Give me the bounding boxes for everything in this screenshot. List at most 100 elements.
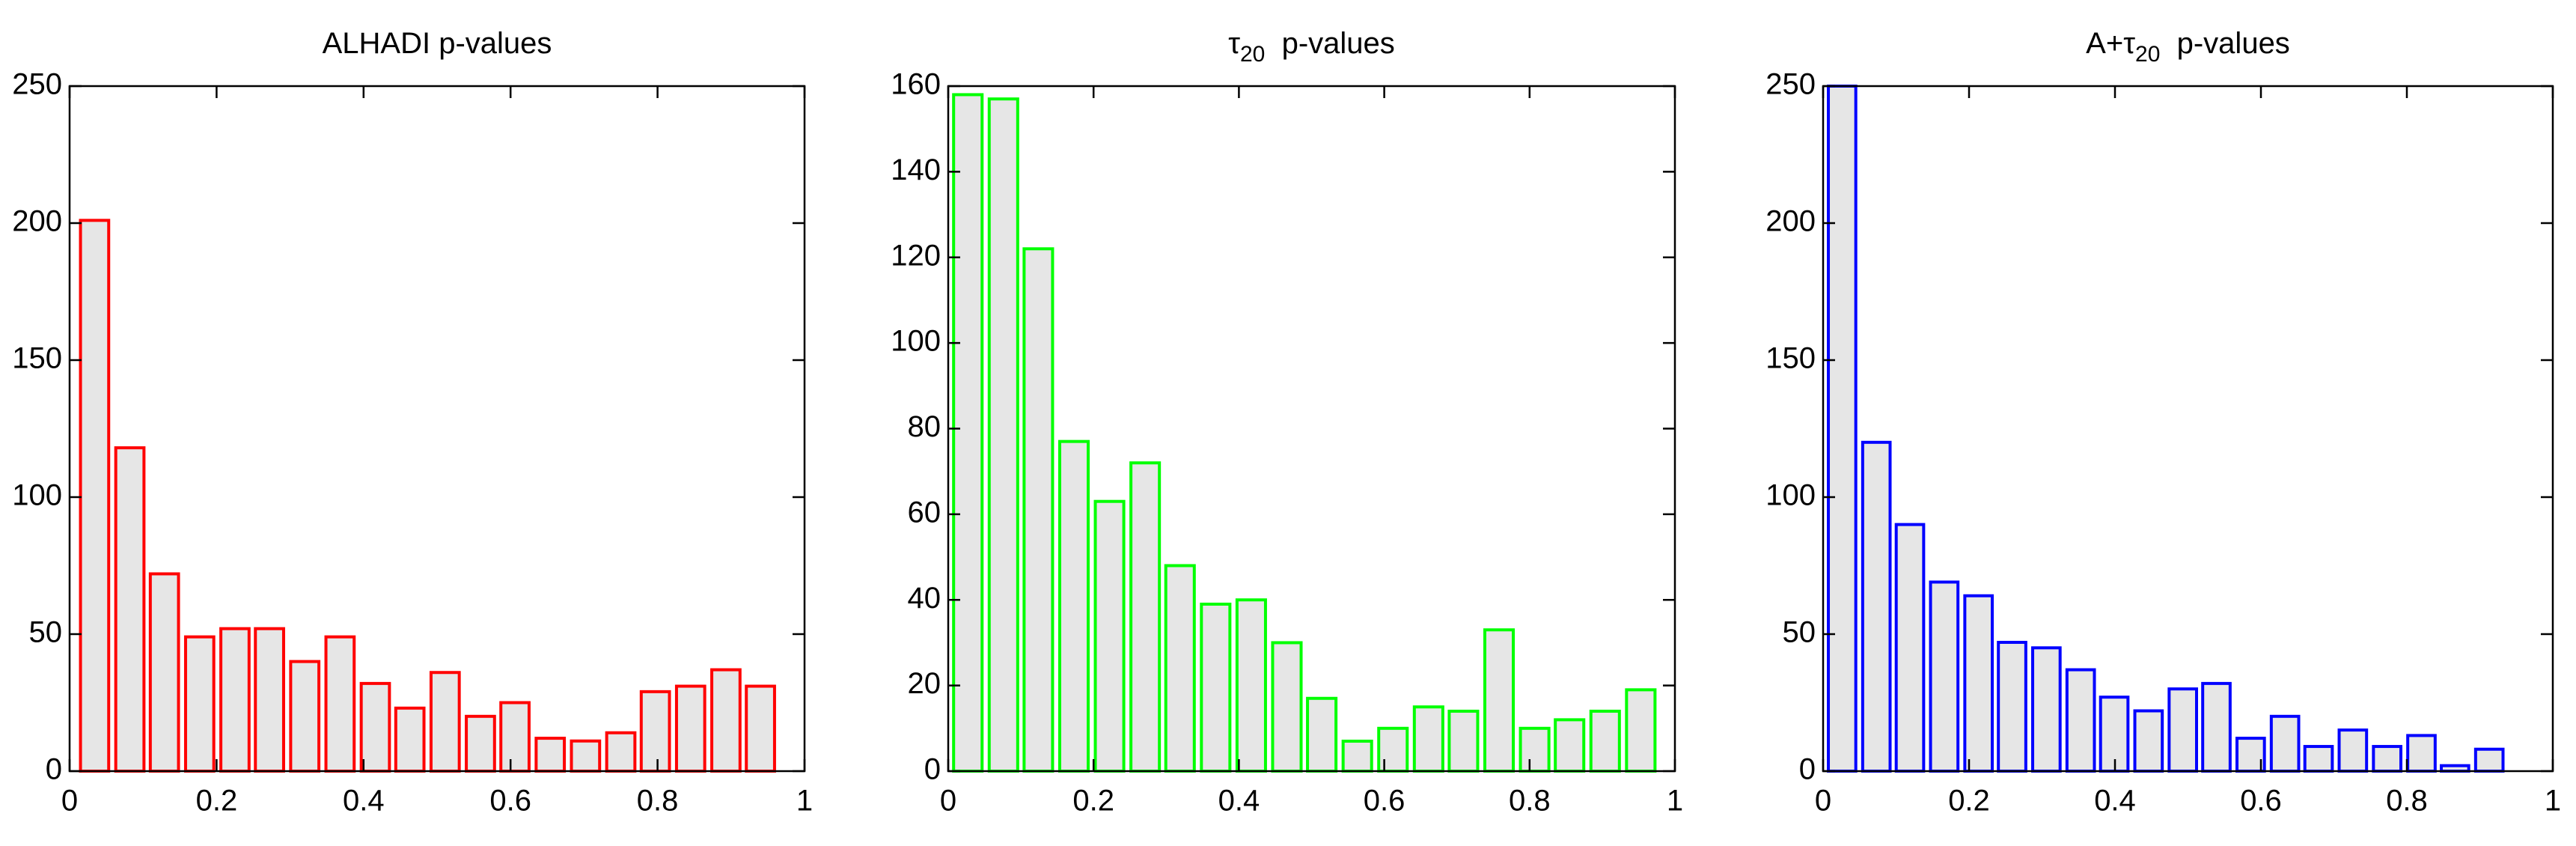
x-tick-label: 1 <box>2545 785 2561 818</box>
title-part: τ <box>1228 27 1240 60</box>
bar <box>534 737 567 773</box>
bar <box>2303 745 2334 773</box>
y-tick-label: 150 <box>12 342 62 375</box>
bar <box>324 635 356 773</box>
x-tick-label: 0.4 <box>1218 785 1260 818</box>
bar <box>987 97 1019 773</box>
bar <box>639 690 671 773</box>
bar <box>605 731 637 773</box>
bar <box>359 681 391 773</box>
bar <box>114 446 146 773</box>
bar <box>2406 734 2437 773</box>
x-tick-label: 0.2 <box>196 785 238 818</box>
bar <box>1341 739 1373 773</box>
x-tick-label: 1 <box>796 785 813 818</box>
y-tick-label: 50 <box>29 616 63 649</box>
chart-title: ALHADI p-values <box>323 27 552 60</box>
bar <box>570 739 602 773</box>
x-tick-label: 0.8 <box>637 785 679 818</box>
bar <box>952 93 984 773</box>
y-tick-label: 200 <box>1765 205 1816 238</box>
y-tick-label: 100 <box>891 325 941 358</box>
bar <box>148 572 180 773</box>
bar <box>2372 745 2403 773</box>
x-tick-label: 1 <box>1667 785 1683 818</box>
bar <box>1589 709 1621 773</box>
bar <box>219 627 251 773</box>
bar <box>1963 594 1994 773</box>
title-part: 20 <box>2135 42 2160 67</box>
x-tick-label: 0.8 <box>2386 785 2428 818</box>
y-tick-label: 0 <box>924 753 941 786</box>
bar <box>1235 598 1267 773</box>
bar <box>1200 602 1232 773</box>
bar <box>674 684 706 773</box>
x-tick-label: 0.6 <box>489 785 531 818</box>
bar <box>1827 85 1858 773</box>
y-tick-label: 20 <box>908 667 941 700</box>
x-tick-label: 0 <box>940 785 956 818</box>
y-tick-label: 0 <box>1799 753 1816 786</box>
title-part: 20 <box>1240 42 1265 67</box>
y-tick-label: 160 <box>891 68 941 101</box>
y-tick-label: 80 <box>908 410 941 443</box>
y-tick-label: 60 <box>908 496 941 529</box>
bar <box>2473 747 2505 773</box>
bar <box>1483 628 1516 773</box>
bar <box>1271 641 1303 773</box>
y-tick-label: 100 <box>12 479 62 512</box>
title-part: A+τ <box>2086 27 2135 60</box>
axes-frame <box>68 85 806 773</box>
y-tick-label: 250 <box>12 68 62 101</box>
x-tick-label: 0.6 <box>1364 785 1405 818</box>
bar <box>1129 461 1162 773</box>
y-tick-label: 140 <box>891 153 941 186</box>
bar <box>1861 440 1892 773</box>
bar <box>2031 646 2062 773</box>
bar <box>1929 580 1960 773</box>
x-tick-label: 0.4 <box>343 785 385 818</box>
chart-title: A+τ20 p-values <box>2086 27 2290 67</box>
bar <box>465 714 496 773</box>
bar <box>1164 564 1196 773</box>
bar <box>1022 247 1054 773</box>
bar <box>254 627 285 773</box>
x-tick-label: 0.4 <box>2094 785 2136 818</box>
bar <box>1057 439 1090 773</box>
bar <box>2201 681 2232 773</box>
y-tick-label: 250 <box>1765 68 1816 101</box>
y-tick-label: 40 <box>908 582 941 615</box>
x-tick-label: 0.2 <box>1948 785 1990 818</box>
bar <box>1894 523 1926 773</box>
bar <box>1306 696 1338 773</box>
bar <box>79 219 111 773</box>
bar <box>1997 640 2027 773</box>
bar <box>710 668 742 773</box>
y-tick-label: 120 <box>891 239 941 272</box>
title-part: p-values <box>1265 27 1394 60</box>
bar <box>1447 709 1480 773</box>
bar <box>1377 726 1409 773</box>
y-tick-label: 150 <box>1765 342 1816 375</box>
bar <box>289 660 321 773</box>
bar <box>745 684 776 773</box>
chart-title: τ20 p-values <box>1228 27 1395 67</box>
bar <box>1554 718 1586 773</box>
y-tick-label: 0 <box>46 753 62 786</box>
bar <box>429 671 461 773</box>
bar <box>183 635 216 773</box>
bar <box>2065 668 2096 773</box>
bar <box>1412 705 1444 773</box>
title-part: p-values <box>2160 27 2289 60</box>
bar <box>2167 687 2199 773</box>
x-tick-label: 0 <box>1815 785 1831 818</box>
bar <box>2269 714 2301 773</box>
axes-frame <box>1822 85 2554 773</box>
bar <box>1625 688 1657 773</box>
y-tick-label: 200 <box>12 205 62 238</box>
bar <box>499 701 531 773</box>
title-part: ALHADI p-values <box>323 27 552 60</box>
bar <box>1093 499 1126 773</box>
y-tick-label: 100 <box>1765 479 1816 512</box>
